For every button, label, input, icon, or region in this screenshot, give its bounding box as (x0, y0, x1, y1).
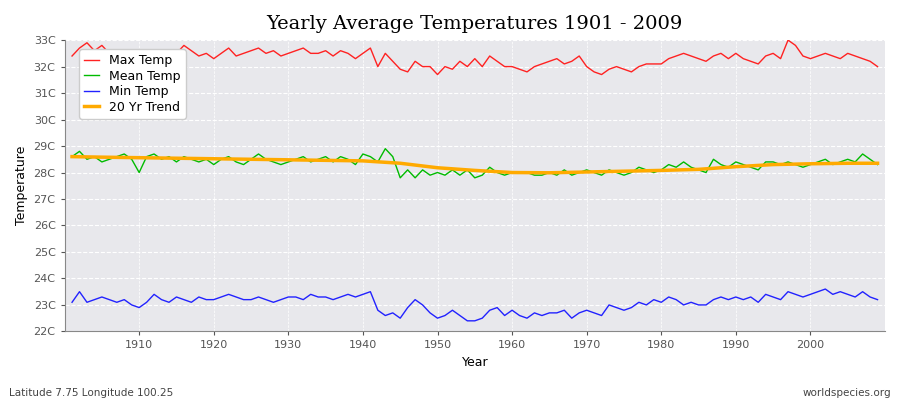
Mean Temp (67, 154, 77, 159)
20 Yr Trend (656, 168, 667, 173)
Mean Temp (291, 157, 302, 162)
20 Yr Trend (320, 158, 331, 163)
Mean Temp (611, 170, 622, 175)
20 Yr Trend (134, 155, 145, 160)
20 Yr Trend (731, 164, 742, 169)
20 Yr Trend (581, 170, 592, 174)
X-axis label: Year: Year (462, 356, 488, 369)
20 Yr Trend (67, 154, 77, 159)
20 Yr Trend (283, 158, 293, 162)
Max Temp (291, 48, 302, 53)
Mean Temp (514, 170, 525, 175)
20 Yr Trend (872, 161, 883, 166)
20 Yr Trend (693, 167, 704, 172)
Line: Mean Temp: Mean Temp (72, 149, 878, 178)
Max Temp (507, 64, 517, 69)
20 Yr Trend (395, 161, 406, 166)
Min Temp (462, 318, 472, 323)
20 Yr Trend (432, 165, 443, 170)
Legend: Max Temp, Mean Temp, Min Temp, 20 Yr Trend: Max Temp, Mean Temp, Min Temp, 20 Yr Tre… (79, 49, 185, 119)
20 Yr Trend (842, 161, 853, 166)
Max Temp (514, 67, 525, 72)
Mean Temp (126, 157, 137, 162)
Min Temp (820, 287, 831, 292)
Mean Temp (522, 170, 533, 175)
20 Yr Trend (507, 170, 517, 175)
20 Yr Trend (544, 170, 554, 175)
Text: worldspecies.org: worldspecies.org (803, 388, 891, 398)
20 Yr Trend (618, 169, 629, 174)
Max Temp (126, 59, 137, 64)
Mean Temp (872, 162, 883, 167)
Line: Max Temp: Max Temp (72, 40, 878, 74)
Max Temp (335, 48, 346, 53)
Mean Temp (335, 154, 346, 159)
Min Temp (514, 313, 525, 318)
20 Yr Trend (805, 161, 815, 166)
Min Temp (126, 302, 137, 307)
20 Yr Trend (96, 155, 107, 160)
Max Temp (432, 72, 443, 77)
Min Temp (604, 302, 615, 307)
20 Yr Trend (171, 156, 182, 161)
Title: Yearly Average Temperatures 1901 - 2009: Yearly Average Temperatures 1901 - 2009 (266, 15, 683, 33)
Min Temp (335, 294, 346, 299)
Line: 20 Yr Trend: 20 Yr Trend (72, 157, 878, 173)
Mean Temp (395, 176, 406, 180)
Mean Temp (380, 146, 391, 151)
20 Yr Trend (357, 158, 368, 163)
Min Temp (872, 297, 883, 302)
Max Temp (783, 38, 794, 42)
20 Yr Trend (208, 156, 220, 161)
Min Temp (291, 294, 302, 299)
Max Temp (604, 67, 615, 72)
Text: Latitude 7.75 Longitude 100.25: Latitude 7.75 Longitude 100.25 (9, 388, 173, 398)
Max Temp (872, 64, 883, 69)
Y-axis label: Temperature: Temperature (15, 146, 28, 226)
Max Temp (67, 54, 77, 58)
20 Yr Trend (768, 162, 778, 167)
20 Yr Trend (470, 168, 481, 173)
Min Temp (507, 308, 517, 313)
20 Yr Trend (246, 157, 256, 162)
Line: Min Temp: Min Temp (72, 289, 878, 321)
Min Temp (67, 300, 77, 305)
